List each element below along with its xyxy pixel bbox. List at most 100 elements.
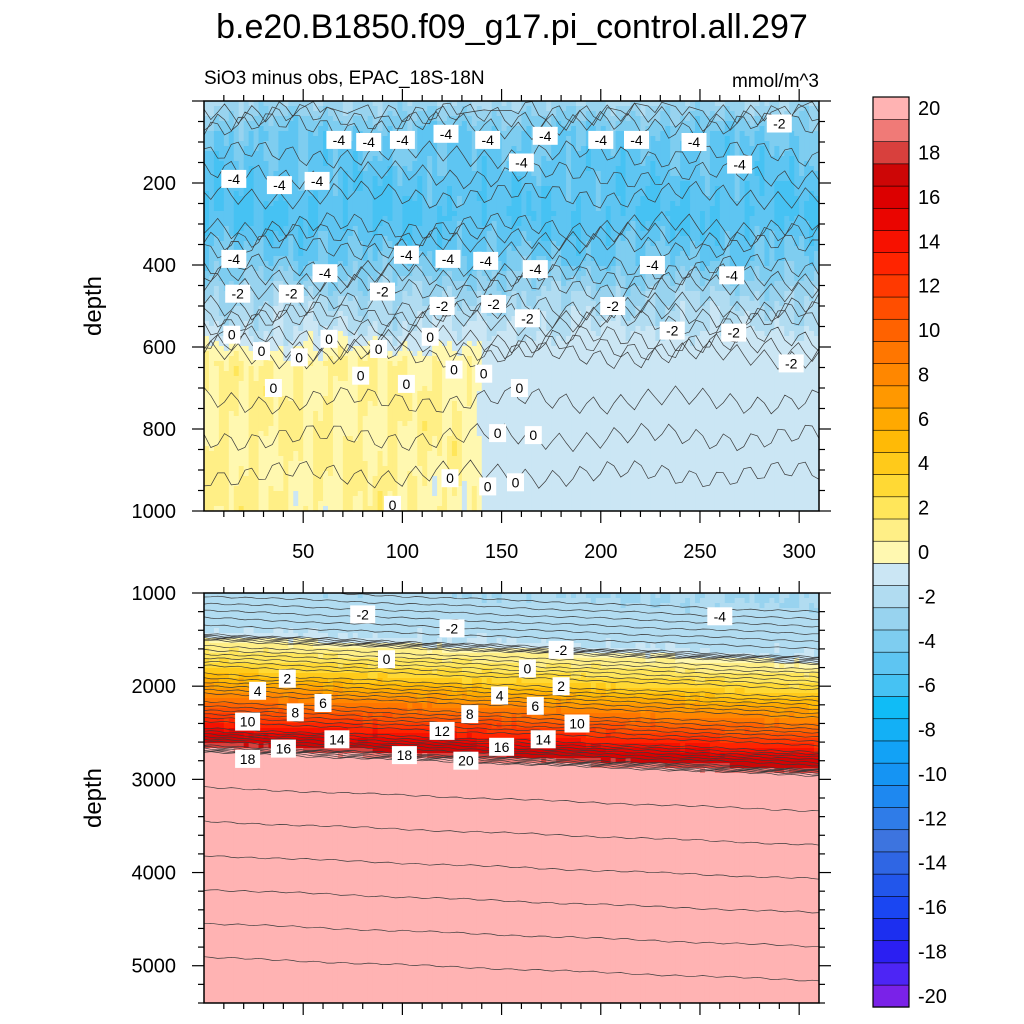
field-cell	[417, 246, 423, 252]
field-cell	[506, 176, 513, 182]
field-cell	[367, 256, 374, 262]
field-cell	[506, 271, 513, 277]
field-cell	[794, 261, 800, 267]
field-cell	[204, 206, 210, 212]
field-cell	[714, 136, 721, 142]
field-cell	[804, 166, 810, 172]
field-cell	[382, 121, 389, 127]
field-cell	[680, 296, 686, 302]
field-cell	[432, 151, 438, 157]
field-cell	[442, 241, 448, 247]
field-cell	[566, 121, 572, 127]
field-cell	[456, 216, 463, 222]
field-cell	[313, 156, 319, 162]
field-cell	[809, 291, 815, 297]
field-cell	[437, 241, 443, 247]
field-cell	[486, 201, 493, 207]
field-cell	[243, 136, 250, 142]
field-cell	[699, 216, 706, 222]
field-cell	[665, 166, 671, 172]
field-cell	[590, 256, 597, 262]
field-cell	[630, 231, 637, 237]
field-cell	[744, 286, 751, 292]
field-cell	[521, 291, 527, 297]
field-cell	[372, 191, 379, 197]
field-cell	[268, 276, 275, 282]
field-cell	[704, 176, 711, 182]
field-cell	[501, 231, 508, 237]
field-cell	[437, 271, 443, 277]
field-cell	[223, 126, 230, 132]
field-cell	[204, 186, 210, 192]
field-cell	[685, 236, 691, 242]
field-cell	[456, 246, 463, 252]
field-cell	[481, 186, 488, 192]
field-cell	[580, 196, 587, 202]
field-cell	[258, 286, 265, 292]
field-cell	[501, 241, 508, 247]
field-cell	[342, 271, 349, 277]
field-cell	[476, 121, 483, 127]
field-cell	[213, 101, 220, 107]
field-cell	[620, 206, 627, 212]
field-cell	[521, 226, 527, 232]
field-cell	[769, 176, 775, 182]
field-cell	[714, 221, 721, 227]
field-cell	[362, 266, 369, 272]
field-cell	[759, 151, 766, 157]
field-cell	[223, 216, 230, 222]
field-cell	[541, 176, 547, 182]
field-cell	[327, 181, 334, 187]
field-cell	[248, 241, 255, 247]
field-cell	[372, 111, 379, 117]
field-cell	[471, 126, 478, 132]
field-cell	[744, 281, 751, 287]
field-cell	[417, 271, 423, 277]
field-cell	[461, 261, 468, 267]
field-cell	[308, 261, 314, 267]
field-cell	[288, 276, 294, 282]
field-cell	[412, 276, 418, 282]
field-cell	[223, 201, 230, 207]
field-cell	[526, 186, 532, 192]
field-cell	[709, 106, 716, 112]
field-cell	[744, 276, 751, 282]
field-cell	[392, 116, 399, 122]
field-cell	[293, 171, 299, 177]
field-cell	[204, 141, 210, 147]
field-cell	[367, 176, 374, 182]
field-cell	[367, 186, 374, 192]
field-cell	[471, 276, 478, 282]
field-cell	[337, 256, 344, 262]
field-cell	[521, 176, 527, 182]
field-cell	[377, 191, 384, 197]
field-cell	[799, 136, 805, 142]
field-cell	[313, 256, 319, 262]
field-cell	[675, 216, 681, 222]
field-cell	[734, 226, 741, 232]
field-cell	[645, 116, 651, 122]
field-cell	[397, 241, 403, 247]
field-cell	[704, 256, 711, 262]
field-cell	[337, 281, 344, 287]
field-cell	[709, 261, 716, 267]
field-cell	[253, 101, 260, 107]
field-cell	[347, 261, 354, 267]
field-cell	[397, 206, 403, 212]
field-cell	[288, 156, 294, 162]
field-cell	[704, 126, 711, 132]
field-cell	[660, 151, 666, 157]
field-cell	[759, 286, 766, 292]
field-cell	[432, 161, 438, 167]
field-cell	[665, 106, 671, 112]
field-cell	[372, 256, 379, 262]
field-cell	[799, 236, 805, 242]
field-cell	[496, 171, 503, 177]
field-cell	[263, 166, 270, 172]
field-cell	[303, 121, 309, 127]
field-cell	[213, 206, 220, 212]
field-cell	[645, 241, 651, 247]
field-cell	[248, 146, 255, 152]
field-cell	[501, 181, 508, 187]
field-cell	[357, 201, 364, 207]
